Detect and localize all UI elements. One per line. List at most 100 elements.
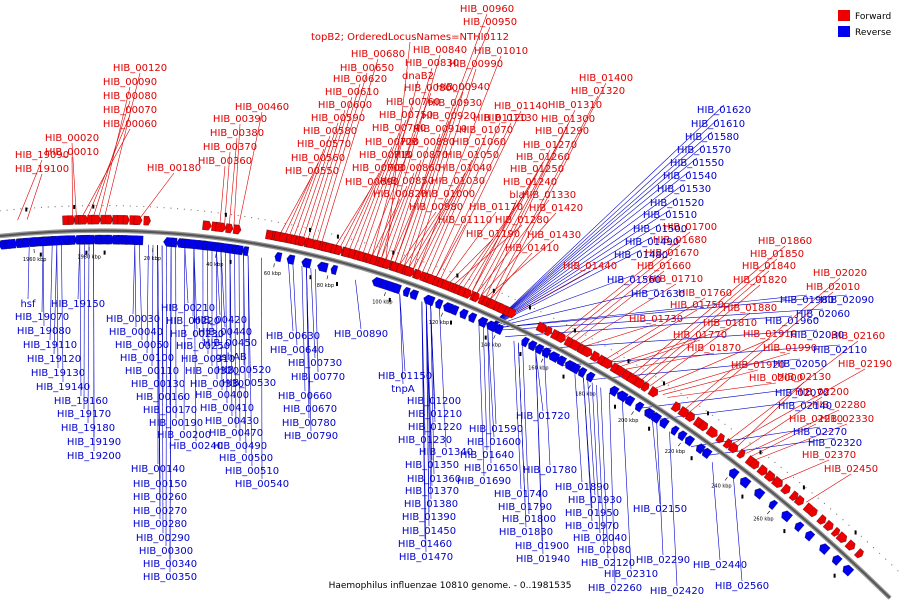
- outer-dot: [699, 406, 700, 407]
- reverse-leader: [217, 251, 221, 315]
- reverse-gene-label: HIB_01360: [407, 474, 461, 485]
- outer-dot: [258, 218, 259, 219]
- outer-dot: [324, 232, 325, 233]
- reverse-gene-label: HIB_01800: [502, 514, 556, 525]
- reverse-gene-label: HIB_00410: [200, 403, 254, 414]
- tick-label: 140 kbp: [481, 342, 501, 348]
- forward-gene: [202, 221, 211, 231]
- outer-dot: [96, 205, 97, 206]
- reverse-gene: [317, 262, 328, 273]
- reverse-gene-label: HIB_01520: [650, 198, 704, 209]
- reverse-gene: [702, 448, 712, 459]
- tick-label: 1980 kbp: [77, 255, 101, 261]
- reverse-gene-label: HIB_19110: [23, 340, 77, 351]
- outer-dot: [598, 342, 599, 343]
- outer-dot: [371, 244, 372, 245]
- reverse-gene: [805, 531, 815, 542]
- feature-mark: [73, 205, 75, 209]
- reverse-gene-label: HIB_01970: [565, 521, 619, 532]
- outer-dot: [377, 246, 378, 247]
- outer-dot: [515, 299, 516, 300]
- reverse-gene-label: HIB_02420: [650, 586, 704, 597]
- reverse-gene-label: HIB_01740: [494, 489, 548, 500]
- outer-dot: [116, 205, 117, 206]
- reverse-leader: [28, 246, 29, 299]
- feature-mark: [760, 450, 762, 454]
- outer-dot: [20, 208, 21, 209]
- tick-mark: [767, 511, 770, 514]
- reverse-gene-label: HIB_00440: [198, 327, 252, 338]
- forward-gene-label: dnaB2: [402, 71, 434, 82]
- forward-gene-label: HIB_01060: [452, 137, 506, 148]
- outer-dot: [737, 433, 738, 434]
- outer-dot: [799, 482, 800, 483]
- reverse-gene-label: HIB_00500: [219, 453, 273, 464]
- outer-dot: [724, 424, 725, 425]
- reverse-gene: [782, 511, 793, 522]
- tick-label: 260 kbp: [753, 517, 773, 523]
- feature-mark: [529, 306, 531, 310]
- legend-reverse-swatch: [838, 26, 850, 37]
- reverse-gene-label: HIB_02560: [715, 581, 769, 592]
- outer-dot: [885, 559, 886, 560]
- feature-mark: [614, 405, 616, 409]
- reverse-gene-label: HIB_00190: [149, 418, 203, 429]
- outer-dot: [143, 206, 144, 207]
- reverse-gene-label: HIB_01960: [765, 316, 819, 327]
- tick-label: 100 kbp: [372, 300, 392, 306]
- reverse-gene: [685, 436, 695, 447]
- outer-dot: [211, 211, 212, 212]
- reverse-gene-label: HIB_02030: [790, 330, 844, 341]
- feature-mark: [783, 529, 785, 533]
- forward-gene-label: HIB_00570: [297, 139, 351, 150]
- reverse-gene-label: HIB_01780: [523, 465, 577, 476]
- reverse-gene-label: HIB_01500: [633, 224, 687, 235]
- reverse-gene-label: HIB_01720: [516, 411, 570, 422]
- outer-dot: [547, 314, 548, 315]
- reverse-gene-label: HIB_02040: [573, 533, 627, 544]
- reverse-gene-label: HIB_01950: [565, 508, 619, 519]
- reverse-gene-label: HIB_00640: [270, 345, 324, 356]
- reverse-gene-label: HIB_00470: [209, 428, 263, 439]
- forward-gene-label: HIB_02010: [806, 282, 860, 293]
- outer-dot: [305, 227, 306, 228]
- forward-gene-label: HIB_00550: [285, 166, 339, 177]
- reverse-gene-label: HIB_00170: [143, 405, 197, 416]
- forward-gene-label: HIB_02130: [777, 372, 831, 383]
- outer-dot: [463, 276, 464, 277]
- reverse-gene: [424, 295, 436, 306]
- tick-mark: [678, 443, 680, 446]
- feature-mark: [648, 427, 650, 431]
- forward-gene-label: HIB_01260: [516, 152, 570, 163]
- reverse-gene-label: HIB_00340: [143, 559, 197, 570]
- outer-dot: [579, 331, 580, 332]
- outer-dot: [655, 376, 656, 377]
- reverse-gene-label: HIB_00540: [235, 479, 289, 490]
- forward-gene-label: HIB_01440: [563, 261, 617, 272]
- forward-leader: [335, 187, 372, 246]
- outer-dot: [756, 447, 757, 448]
- tick-mark: [589, 385, 591, 388]
- feature-mark: [309, 228, 311, 232]
- reverse-gene: [275, 252, 282, 262]
- outer-dot: [48, 206, 49, 207]
- reverse-gene-label: HIB_00130: [131, 379, 185, 390]
- outer-dot: [508, 296, 509, 297]
- forward-gene-label: HIB_01990: [763, 343, 817, 354]
- outer-dot: [566, 324, 567, 325]
- reverse-gene: [635, 402, 644, 412]
- forward-gene-label: HIB_00380: [210, 128, 264, 139]
- reverse-gene-label: HIB_02120: [581, 558, 635, 569]
- outer-dot: [604, 345, 605, 346]
- forward-gene-label: HIB_01140: [494, 101, 548, 112]
- feature-mark: [519, 352, 521, 356]
- feature-mark: [485, 336, 487, 340]
- reverse-gene-label: HIB_19200: [67, 451, 121, 462]
- reverse-gene-label: HIB_01200: [407, 396, 461, 407]
- reverse-gene-label: HIB_01830: [499, 527, 553, 538]
- forward-gene-label: HIB_00600: [318, 100, 372, 111]
- forward-gene-label: HIB_00860: [387, 163, 441, 174]
- reverse-gene-label: HIB_00780: [282, 418, 336, 429]
- reverse-gene: [795, 522, 805, 532]
- forward-leader: [663, 370, 758, 395]
